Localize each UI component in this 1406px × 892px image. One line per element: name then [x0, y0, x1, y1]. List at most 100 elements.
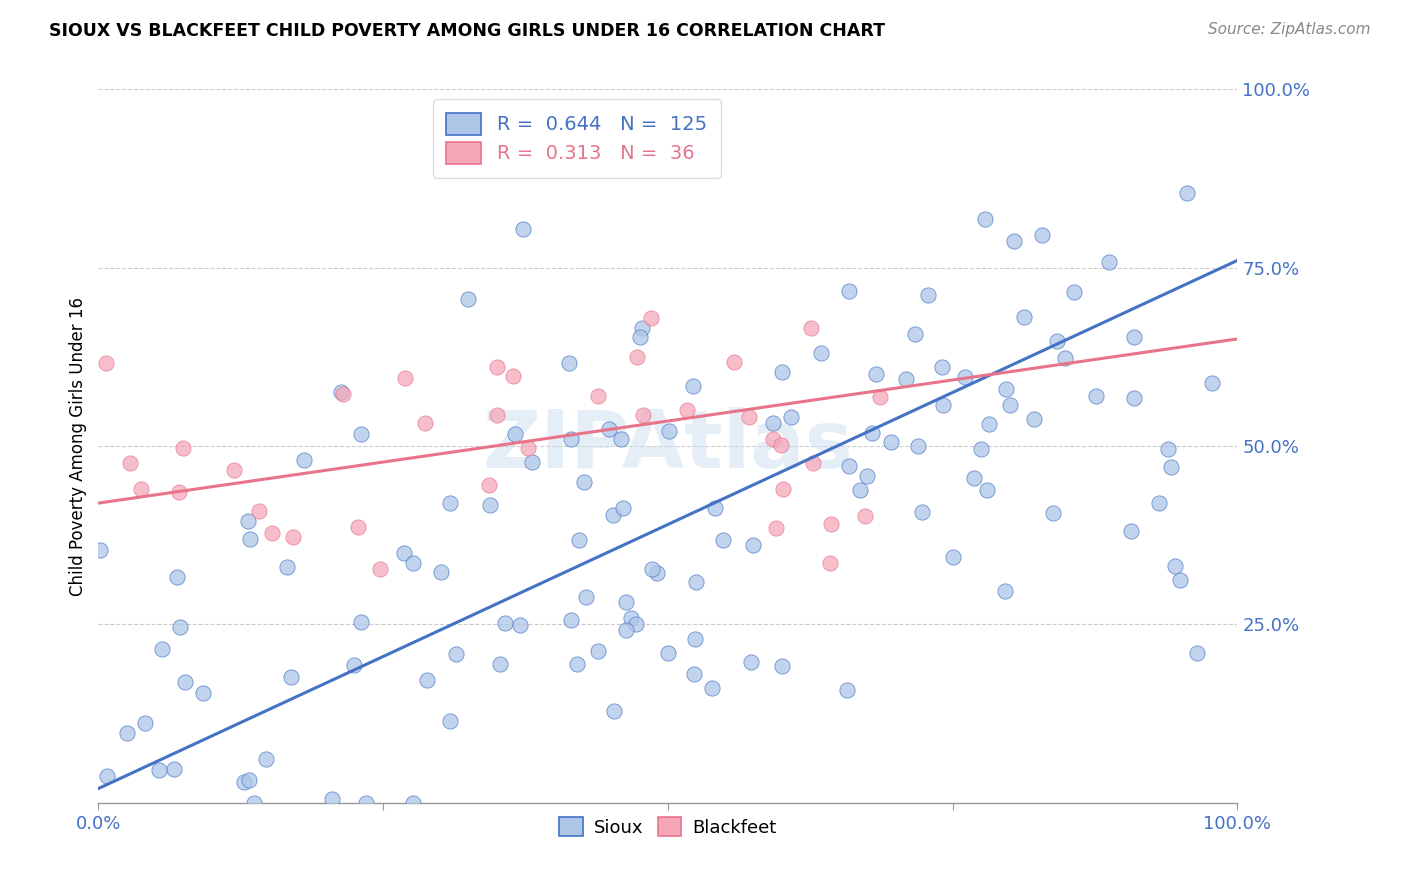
- Point: [343, 658, 366, 673]
- Point: [224, 463, 246, 477]
- Text: Source: ZipAtlas.com: Source: ZipAtlas.com: [1208, 22, 1371, 37]
- Point: [620, 611, 643, 625]
- Point: [994, 382, 1017, 396]
- Point: [610, 432, 633, 446]
- Point: [243, 796, 266, 810]
- Point: [457, 292, 479, 306]
- Point: [835, 682, 858, 697]
- Point: [238, 773, 260, 788]
- Point: [700, 681, 723, 696]
- Point: [193, 685, 215, 699]
- Point: [1031, 227, 1053, 242]
- Point: [647, 566, 669, 580]
- Point: [779, 409, 801, 424]
- Point: [115, 726, 138, 740]
- Point: [1084, 389, 1107, 403]
- Point: [350, 426, 373, 441]
- Point: [346, 519, 368, 533]
- Point: [762, 432, 785, 446]
- Point: [1098, 254, 1121, 268]
- Point: [658, 424, 681, 438]
- Point: [1175, 186, 1198, 200]
- Point: [942, 549, 965, 564]
- Point: [394, 371, 416, 385]
- Point: [1053, 351, 1076, 365]
- Point: [485, 360, 508, 375]
- Point: [979, 417, 1001, 431]
- Text: ZIPAtlas: ZIPAtlas: [482, 407, 853, 485]
- Point: [489, 657, 512, 671]
- Point: [254, 752, 277, 766]
- Point: [602, 508, 624, 523]
- Point: [94, 356, 117, 370]
- Point: [683, 666, 706, 681]
- Legend: Sioux, Blackfeet: Sioux, Blackfeet: [553, 809, 783, 844]
- Point: [998, 398, 1021, 412]
- Point: [522, 455, 544, 469]
- Point: [494, 615, 516, 630]
- Point: [586, 643, 609, 657]
- Point: [1170, 574, 1192, 588]
- Point: [586, 389, 609, 403]
- Point: [280, 670, 302, 684]
- Point: [631, 321, 654, 335]
- Point: [810, 346, 832, 360]
- Point: [598, 422, 620, 436]
- Point: [849, 483, 872, 498]
- Point: [820, 516, 842, 531]
- Point: [801, 456, 824, 470]
- Point: [236, 514, 259, 528]
- Point: [1122, 330, 1144, 344]
- Point: [233, 775, 256, 789]
- Point: [685, 574, 707, 589]
- Y-axis label: Child Poverty Among Girls Under 16: Child Poverty Among Girls Under 16: [69, 296, 87, 596]
- Point: [1160, 460, 1182, 475]
- Point: [239, 532, 262, 546]
- Point: [1002, 234, 1025, 248]
- Point: [174, 675, 197, 690]
- Point: [740, 655, 762, 669]
- Point: [953, 370, 976, 384]
- Point: [415, 673, 437, 687]
- Point: [568, 533, 591, 548]
- Point: [612, 501, 634, 516]
- Point: [574, 590, 596, 604]
- Point: [517, 441, 540, 455]
- Point: [503, 426, 526, 441]
- Point: [167, 485, 190, 500]
- Point: [350, 615, 373, 630]
- Point: [723, 355, 745, 369]
- Point: [676, 402, 699, 417]
- Point: [770, 659, 793, 673]
- Point: [439, 496, 461, 510]
- Point: [148, 763, 170, 777]
- Point: [1157, 442, 1180, 456]
- Point: [963, 471, 986, 485]
- Point: [413, 416, 436, 430]
- Point: [869, 390, 891, 404]
- Point: [1022, 411, 1045, 425]
- Point: [770, 438, 793, 452]
- Point: [911, 505, 934, 519]
- Point: [800, 321, 823, 335]
- Point: [907, 439, 929, 453]
- Point: [994, 583, 1017, 598]
- Point: [772, 482, 794, 496]
- Point: [402, 796, 425, 810]
- Point: [283, 531, 305, 545]
- Point: [512, 222, 534, 236]
- Point: [478, 498, 501, 512]
- Text: SIOUX VS BLACKFEET CHILD POVERTY AMONG GIRLS UNDER 16 CORRELATION CHART: SIOUX VS BLACKFEET CHILD POVERTY AMONG G…: [49, 22, 886, 40]
- Point: [641, 562, 664, 576]
- Point: [150, 642, 173, 657]
- Point: [392, 545, 415, 559]
- Point: [626, 616, 648, 631]
- Point: [169, 620, 191, 634]
- Point: [572, 475, 595, 489]
- Point: [880, 435, 903, 450]
- Point: [332, 386, 354, 401]
- Point: [682, 379, 704, 393]
- Point: [853, 509, 876, 524]
- Point: [633, 409, 655, 423]
- Point: [860, 426, 883, 441]
